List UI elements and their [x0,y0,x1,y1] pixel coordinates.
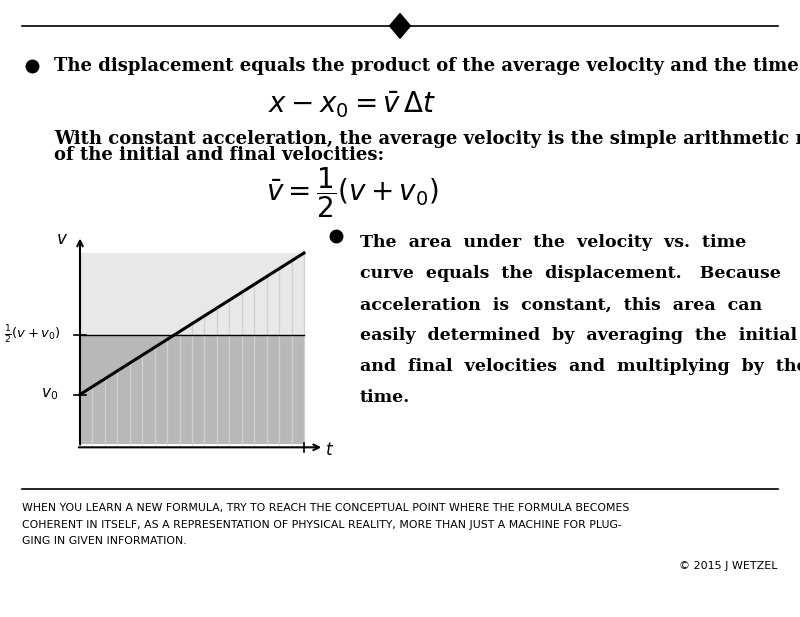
Polygon shape [390,14,410,38]
Text: $v$: $v$ [56,231,69,248]
Text: easily  determined  by  averaging  the  initial: easily determined by averaging the initi… [360,327,797,344]
Polygon shape [80,335,304,444]
Text: © 2015 J WETZEL: © 2015 J WETZEL [679,561,778,571]
Text: COHERENT IN ITSELF, AS A REPRESENTATION OF PHYSICAL REALITY, MORE THAN JUST A MA: COHERENT IN ITSELF, AS A REPRESENTATION … [22,520,622,529]
Text: $v_0$: $v_0$ [41,387,58,402]
Text: The displacement equals the product of the average velocity and the time:: The displacement equals the product of t… [54,57,800,75]
Text: The  area  under  the  velocity  vs.  time: The area under the velocity vs. time [360,234,746,252]
Text: acceleration  is  constant,  this  area  can: acceleration is constant, this area can [360,296,762,313]
Polygon shape [80,253,304,444]
Text: time.: time. [360,389,410,406]
Text: and  final  velocities  and  multiplying  by  the: and final velocities and multiplying by … [360,358,800,375]
Text: With constant acceleration, the average velocity is the simple arithmetic mean: With constant acceleration, the average … [54,130,800,149]
Text: $x-x_0 = \bar{v}\,\Delta t$: $x-x_0 = \bar{v}\,\Delta t$ [268,89,436,120]
Text: WHEN YOU LEARN A NEW FORMULA, TRY TO REACH THE CONCEPTUAL POINT WHERE THE FORMUL: WHEN YOU LEARN A NEW FORMULA, TRY TO REA… [22,503,630,513]
Text: GING IN GIVEN INFORMATION.: GING IN GIVEN INFORMATION. [22,536,187,545]
Text: $\frac{1}{2}(v + v_0)$: $\frac{1}{2}(v + v_0)$ [3,324,61,346]
Text: of the initial and final velocities:: of the initial and final velocities: [54,146,385,165]
Text: curve  equals  the  displacement.   Because: curve equals the displacement. Because [360,265,781,283]
Text: $t$: $t$ [325,442,334,459]
Text: $\bar{v} = \dfrac{1}{2}(v + v_0)$: $\bar{v} = \dfrac{1}{2}(v + v_0)$ [266,165,438,220]
